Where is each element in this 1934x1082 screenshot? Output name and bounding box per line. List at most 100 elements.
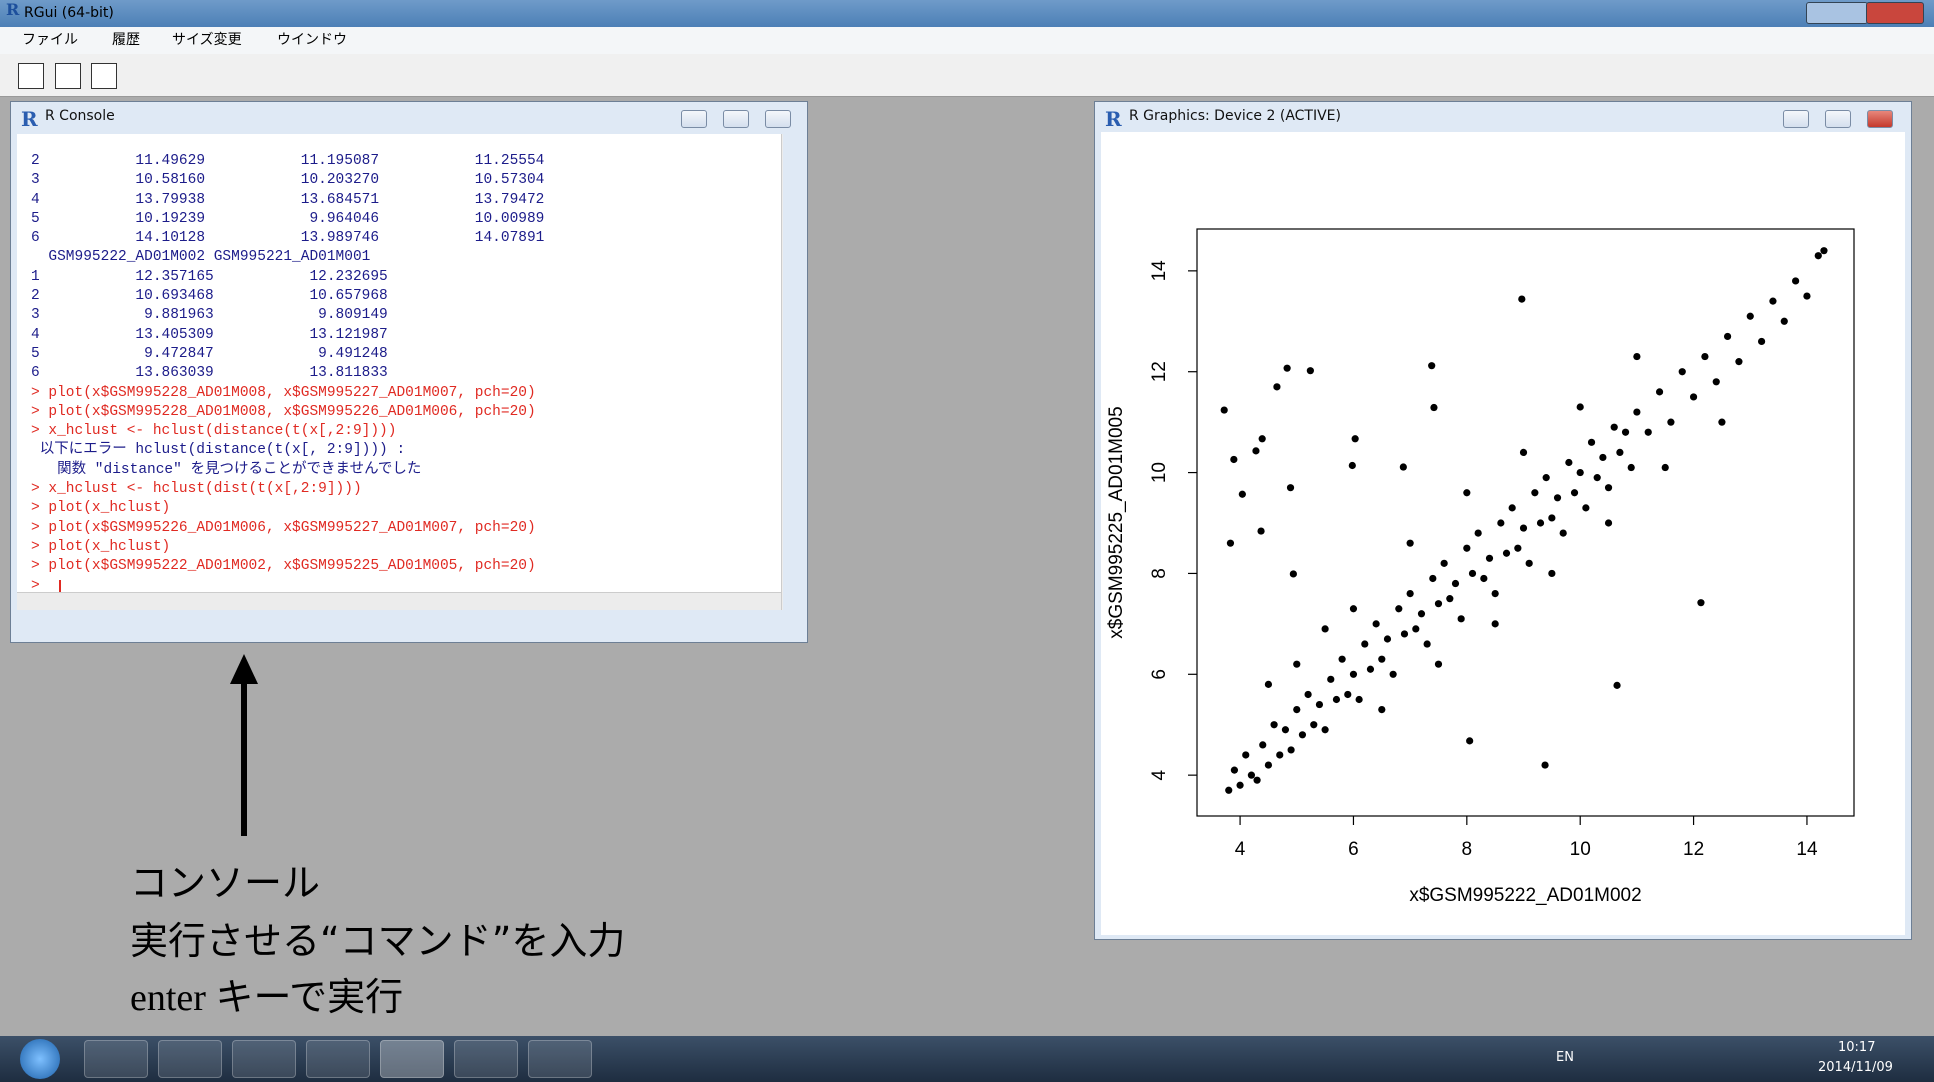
taskbar-icon[interactable] xyxy=(232,1040,296,1078)
vertical-scrollbar[interactable] xyxy=(781,134,783,610)
point xyxy=(1305,691,1312,698)
x-tick-label: 10 xyxy=(1570,839,1591,860)
taskbar-icon[interactable] xyxy=(84,1040,148,1078)
maximize-button[interactable] xyxy=(1825,110,1851,128)
point xyxy=(1747,313,1754,320)
point xyxy=(1758,338,1765,345)
point xyxy=(1259,435,1266,442)
point xyxy=(1781,318,1788,325)
toolbar-button[interactable] xyxy=(55,63,81,89)
point xyxy=(1257,527,1264,534)
point xyxy=(1679,368,1686,375)
y-tick-label: 10 xyxy=(1149,462,1170,483)
taskbar-icon[interactable] xyxy=(380,1040,444,1078)
horizontal-scrollbar[interactable] xyxy=(17,592,781,610)
scatter-plot: 468101214468101214x$GSM995222_AD01M002x$… xyxy=(1101,132,1905,935)
point xyxy=(1458,615,1465,622)
point xyxy=(1227,540,1234,547)
console-line: 4 13.405309 13.121987 xyxy=(17,326,544,345)
clock-date[interactable]: 2014/11/09 xyxy=(1818,1060,1893,1075)
menu-item[interactable]: ファイル xyxy=(22,27,78,54)
point xyxy=(1270,721,1277,728)
x-tick-label: 12 xyxy=(1683,839,1704,860)
point xyxy=(1565,459,1572,466)
point xyxy=(1486,555,1493,562)
y-tick-label: 12 xyxy=(1149,361,1170,382)
point xyxy=(1492,590,1499,597)
point xyxy=(1599,454,1606,461)
console-line: 3 9.881963 9.809149 xyxy=(17,306,544,325)
arrow xyxy=(220,650,270,840)
point xyxy=(1548,570,1555,577)
point xyxy=(1577,403,1584,410)
point xyxy=(1667,419,1674,426)
point xyxy=(1645,429,1652,436)
taskbar-icon[interactable] xyxy=(528,1040,592,1078)
point xyxy=(1735,358,1742,365)
point xyxy=(1288,746,1295,753)
point xyxy=(1613,682,1620,689)
point xyxy=(1236,782,1243,789)
point xyxy=(1605,484,1612,491)
point xyxy=(1548,514,1555,521)
console-line: 6 13.863039 13.811833 xyxy=(17,364,544,383)
menu-item[interactable]: 履歴 xyxy=(112,27,140,54)
point xyxy=(1429,575,1436,582)
close-button[interactable] xyxy=(1867,110,1893,128)
point xyxy=(1221,406,1228,413)
point xyxy=(1230,456,1237,463)
point xyxy=(1344,691,1351,698)
taskbar: EN 10:17 2014/11/09 xyxy=(0,1036,1934,1082)
close-button[interactable] xyxy=(1866,2,1924,24)
start-button[interactable] xyxy=(20,1039,60,1079)
point xyxy=(1265,681,1272,688)
point xyxy=(1526,560,1533,567)
minimize-button[interactable] xyxy=(681,110,707,128)
console-window: R R Console 2 11.49629 11.195087 11.2555… xyxy=(10,101,808,643)
maximize-button[interactable] xyxy=(723,110,749,128)
y-tick-label: 6 xyxy=(1149,669,1170,680)
toolbar-button[interactable] xyxy=(91,63,117,89)
point xyxy=(1248,772,1255,779)
x-tick-label: 6 xyxy=(1348,839,1359,860)
y-tick-label: 14 xyxy=(1149,260,1170,282)
point xyxy=(1435,600,1442,607)
window-buttons[interactable] xyxy=(1806,2,1868,24)
menu-item[interactable]: ウインドウ xyxy=(277,27,347,54)
graphics-title: R Graphics: Device 2 (ACTIVE) xyxy=(1129,108,1341,124)
taskbar-icon[interactable] xyxy=(454,1040,518,1078)
taskbar-icon[interactable] xyxy=(306,1040,370,1078)
point xyxy=(1520,449,1527,456)
point xyxy=(1520,524,1527,531)
point xyxy=(1239,491,1246,498)
console-line: 6 14.10128 13.989746 14.07891 xyxy=(17,229,544,248)
point xyxy=(1452,580,1459,587)
point xyxy=(1577,469,1584,476)
point xyxy=(1310,721,1317,728)
point xyxy=(1713,378,1720,385)
taskbar-icon[interactable] xyxy=(158,1040,222,1078)
x-tick-label: 14 xyxy=(1796,839,1818,860)
point xyxy=(1622,429,1629,436)
toolbar xyxy=(0,54,1934,97)
r-icon: R xyxy=(21,107,38,131)
point xyxy=(1541,761,1548,768)
point xyxy=(1322,625,1329,632)
point xyxy=(1378,706,1385,713)
point xyxy=(1299,731,1306,738)
close-button[interactable] xyxy=(765,110,791,128)
minimize-button[interactable] xyxy=(1783,110,1809,128)
point xyxy=(1384,635,1391,642)
point xyxy=(1466,737,1473,744)
point xyxy=(1424,640,1431,647)
menu-item[interactable]: サイズ変更 xyxy=(172,27,242,54)
point xyxy=(1724,333,1731,340)
x-axis-label: x$GSM995222_AD01M002 xyxy=(1409,885,1641,906)
point xyxy=(1633,353,1640,360)
point xyxy=(1356,696,1363,703)
language[interactable]: EN xyxy=(1556,1050,1574,1065)
toolbar-button[interactable] xyxy=(18,63,44,89)
clock-time[interactable]: 10:17 xyxy=(1838,1040,1875,1055)
point xyxy=(1242,751,1249,758)
